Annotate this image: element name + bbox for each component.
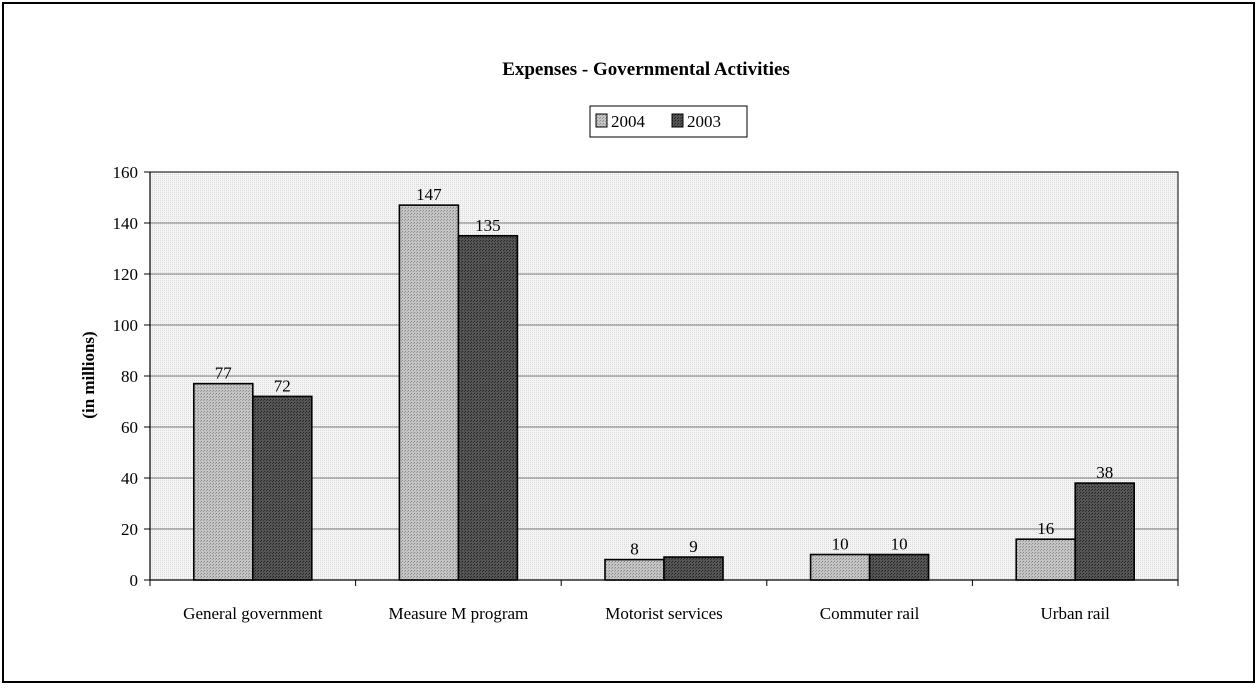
y-tick-label: 100: [113, 316, 139, 335]
x-category-label: General government: [183, 604, 323, 623]
data-label: 38: [1096, 463, 1113, 482]
legend: 2004 2003: [589, 105, 748, 138]
y-tick-label: 0: [130, 571, 139, 590]
y-tick-label: 60: [121, 418, 138, 437]
bar-2004: [1015, 538, 1077, 581]
y-tick-label: 80: [121, 367, 138, 386]
x-category-label: Commuter rail: [820, 604, 920, 623]
bar-2004: [398, 204, 460, 581]
legend-swatch-2003: [671, 113, 684, 128]
data-label: 147: [416, 185, 442, 204]
y-tick-label: 160: [113, 163, 139, 182]
bar-2003: [252, 395, 313, 581]
chart-title: Expenses - Governmental Activities: [502, 59, 790, 80]
y-tick-label: 40: [121, 469, 138, 488]
bar-2003: [457, 234, 519, 581]
bar-2004: [193, 382, 254, 581]
bar-2003: [1074, 482, 1135, 581]
y-tick-label: 20: [121, 520, 138, 539]
legend-label-2004: 2004: [611, 112, 646, 131]
data-label: 77: [215, 364, 233, 383]
data-label: 135: [475, 216, 501, 235]
bar-2003: [663, 556, 724, 581]
plot-area: 0 20 40 60 80 100 120 140 160 77 72 General governm…: [113, 163, 1179, 623]
legend-box: [589, 105, 748, 138]
data-label: 10: [891, 535, 908, 554]
data-label: 16: [1037, 519, 1054, 538]
data-label: 10: [832, 535, 849, 554]
data-label: 72: [274, 376, 291, 395]
x-category-label: Measure M program: [389, 604, 529, 623]
bar-2003: [868, 553, 930, 581]
x-category-label: Urban rail: [1041, 604, 1111, 623]
bar-2004: [809, 553, 871, 581]
legend-swatch-2004: [595, 113, 608, 128]
y-axis-label: (in millions): [79, 331, 98, 418]
data-label: 9: [689, 537, 698, 556]
y-tick-label: 140: [113, 214, 139, 233]
x-category-label: Motorist services: [605, 604, 723, 623]
bar-2004: [604, 558, 665, 581]
legend-label-2003: 2003: [687, 112, 721, 131]
data-label: 8: [630, 540, 639, 559]
y-tick-label: 120: [113, 265, 139, 284]
